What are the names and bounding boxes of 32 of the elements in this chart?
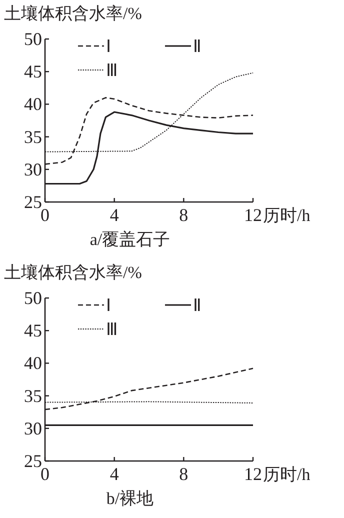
legend-label: Ⅲ (106, 61, 118, 80)
x-tick-label: 4 (110, 205, 119, 225)
x-tick-label: 0 (40, 205, 50, 225)
legend-label: Ⅲ (106, 320, 118, 339)
x-tick-label: 12 (244, 205, 262, 225)
y-tick-label: 25 (24, 451, 42, 471)
y-tick-label: 30 (24, 159, 42, 180)
x-tick-label: 4 (110, 464, 119, 484)
y-tick-label: 40 (24, 353, 42, 374)
y-axis-title: 土壤体积含水率/% (4, 4, 142, 23)
legend-label: Ⅰ (106, 296, 111, 315)
y-tick-label: 50 (24, 288, 42, 308)
y-tick-label: 35 (24, 126, 42, 147)
chart-title: a/覆盖石子 (90, 230, 170, 249)
y-tick-label: 50 (24, 29, 42, 49)
x-tick-label: 0 (40, 464, 50, 484)
y-tick-label: 30 (24, 418, 42, 438)
x-axis-title: 历时/h (263, 206, 310, 225)
y-tick-label: 35 (24, 386, 42, 406)
legend-label: Ⅱ (193, 37, 201, 56)
legend-label: Ⅰ (106, 37, 111, 56)
x-tick-label: 8 (179, 464, 188, 484)
x-axis-title: 历时/h (263, 465, 310, 484)
x-tick-label: 8 (179, 205, 188, 225)
x-tick-label: 12 (244, 464, 262, 484)
y-tick-label: 45 (24, 62, 42, 82)
y-tick-label: 45 (24, 320, 42, 341)
y-tick-label: 25 (24, 192, 42, 212)
y-axis-title: 土壤体积含水率/% (4, 263, 142, 282)
chart-title: b/裸地 (106, 489, 154, 508)
legend-label: Ⅱ (193, 296, 201, 315)
y-tick-label: 40 (24, 94, 42, 114)
